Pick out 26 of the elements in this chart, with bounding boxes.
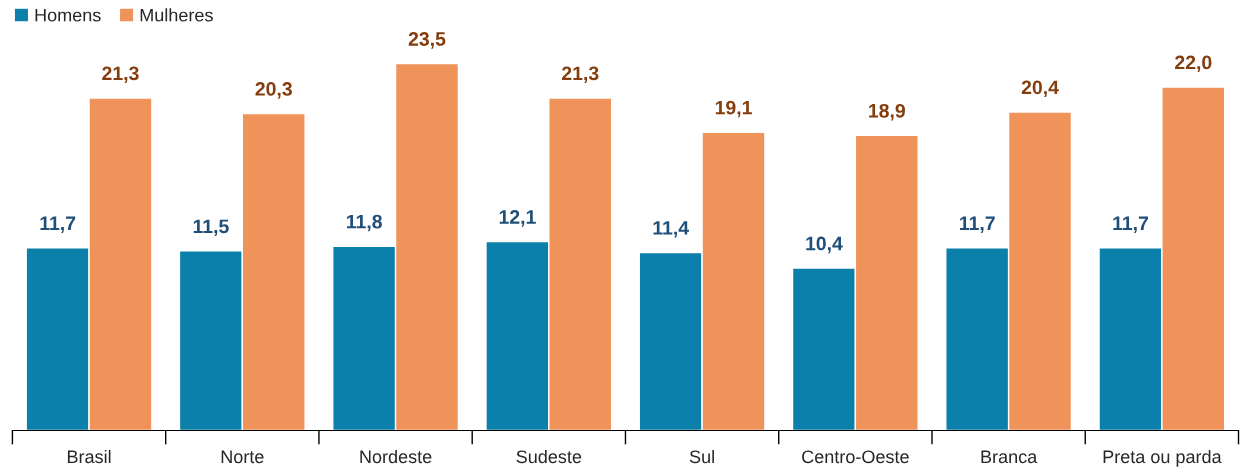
data-label: 23,5 <box>408 32 446 49</box>
data-label: 21,3 <box>562 66 599 84</box>
data-label: 19,1 <box>715 100 752 118</box>
data-label: 11,8 <box>346 214 382 232</box>
x-tick-label: Nordeste <box>360 449 432 464</box>
data-label: 11,7 <box>1113 216 1148 233</box>
data-label: 11,7 <box>960 216 995 233</box>
legend-label: Homens <box>35 8 101 22</box>
data-label: 10,4 <box>806 236 843 254</box>
data-label: 11,7 <box>40 216 76 233</box>
data-label: 20,4 <box>1021 80 1059 98</box>
legend-label: Mulheres <box>140 8 213 22</box>
x-tick-label: Branca <box>981 450 1038 464</box>
data-label: 18,9 <box>869 103 905 121</box>
data-label: 11,5 <box>193 219 229 237</box>
x-tick-label: Centro-Oeste <box>802 450 909 464</box>
data-label: 11,4 <box>653 221 689 238</box>
data-label: 20,3 <box>255 82 292 99</box>
x-tick-label: Sudeste <box>516 449 582 464</box>
x-tick-label: Brasil <box>67 449 111 464</box>
data-label: 12,1 <box>499 210 536 227</box>
data-label: 22,0 <box>1175 55 1212 73</box>
x-tick-label: Sul <box>689 449 714 464</box>
x-tick-label: Norte <box>221 450 264 464</box>
x-tick-label: Preta ou parda <box>1103 449 1222 467</box>
data-label: 21,3 <box>102 66 139 84</box>
